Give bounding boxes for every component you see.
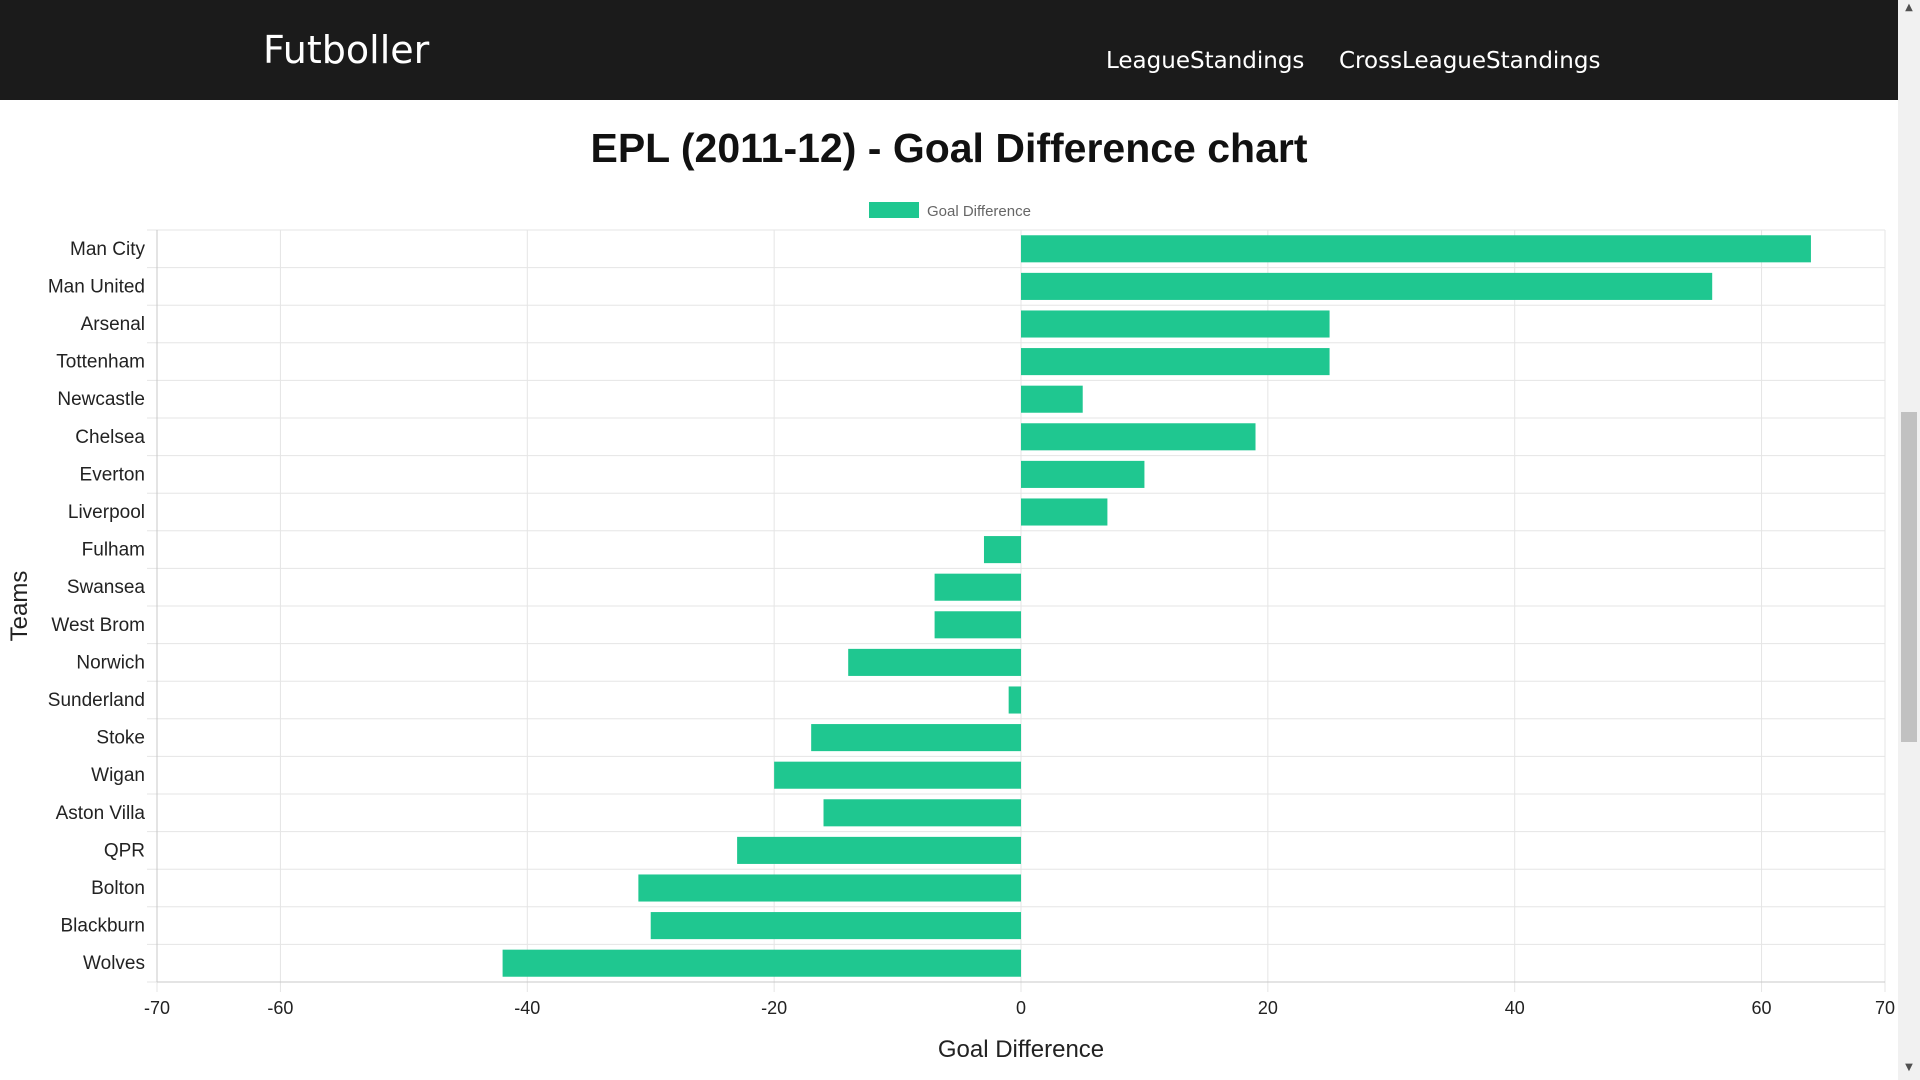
bar-wolves [502,949,1022,977]
x-tick-label: -20 [761,998,787,1018]
y-tick-label: Blackburn [61,916,146,937]
y-tick-label: West Brom [51,615,145,636]
x-tick-label: 60 [1752,998,1772,1018]
y-tick-label: Aston Villa [56,803,146,824]
bar-sunderland [1008,686,1021,714]
x-axis-title: Goal Difference [938,1036,1104,1063]
x-tick-label: -40 [514,998,540,1018]
scroll-up-icon[interactable]: ▲ [1905,2,1913,13]
y-tick-label: Wolves [83,953,145,974]
x-tick-label: -70 [144,998,170,1018]
y-tick-label: Norwich [76,652,145,673]
chart-title: EPL (2011-12) - Goal Difference chart [590,125,1308,171]
x-tick-label: 20 [1258,998,1278,1018]
navbar: Futboller LeagueStandings CrossLeagueSta… [0,0,1898,100]
bar-man-city [1021,235,1811,263]
y-tick-label: Liverpool [68,502,145,523]
y-tick-label: Wigan [91,765,145,786]
x-tick-label: -60 [267,998,293,1018]
y-tick-label: Newcastle [57,389,145,410]
bar-blackburn [650,912,1021,940]
y-tick-label: Tottenham [56,352,145,373]
scrollbar-thumb[interactable] [1901,412,1917,742]
bar-liverpool [1021,498,1108,526]
bar-arsenal [1021,310,1330,338]
y-tick-label: Everton [80,464,145,485]
bar-fulham [983,536,1021,564]
x-tick-label: 0 [1016,998,1026,1018]
bar-qpr [737,836,1021,864]
bar-chelsea [1021,423,1256,451]
bar-aston-villa [823,799,1021,827]
bar-newcastle [1021,385,1083,413]
brand-link[interactable]: Futboller [263,28,430,72]
y-tick-label: Stoke [96,728,145,749]
y-tick-label: Man United [48,276,145,297]
legend-swatch [869,202,919,218]
y-axis-title: Teams [6,571,33,642]
x-tick-label: 40 [1505,998,1525,1018]
y-tick-label: Chelsea [75,427,145,448]
y-tick-label: Fulham [82,540,145,561]
bar-norwich [848,648,1021,676]
legend-label: Goal Difference [927,203,1031,220]
y-tick-label: Sunderland [48,690,145,711]
x-tick-label: 70 [1875,998,1895,1018]
bar-man-united [1021,272,1713,300]
y-tick-label: Bolton [91,878,145,899]
nav-link-league-standings[interactable]: LeagueStandings [1106,48,1305,74]
bar-stoke [811,724,1021,752]
bar-bolton [638,874,1021,902]
y-tick-label: Swansea [67,577,146,598]
vertical-scrollbar[interactable]: ▲ ▼ [1898,0,1920,1080]
scroll-down-icon[interactable]: ▼ [1905,1062,1913,1073]
bar-wigan [774,761,1021,789]
bar-tottenham [1021,348,1330,376]
y-tick-label: Man City [70,239,145,260]
bar-west-brom [934,611,1021,639]
bar-everton [1021,460,1145,488]
y-tick-label: Arsenal [81,314,145,335]
nav-link-cross-league-standings[interactable]: CrossLeagueStandings [1339,48,1601,74]
goal-difference-chart: -70 -60 -40 -20 0 20 40 60 70 Man City Man United A… [6,202,1895,1063]
y-tick-label: QPR [104,840,145,861]
bar-swansea [934,573,1021,601]
